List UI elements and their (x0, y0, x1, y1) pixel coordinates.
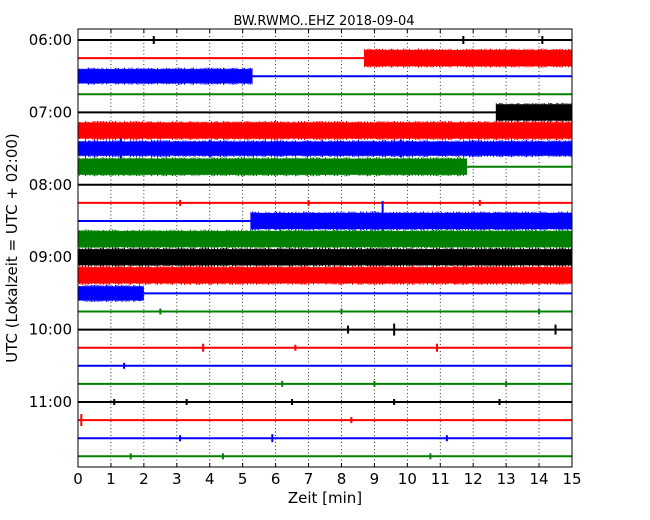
x-tick-label: 2 (139, 470, 149, 488)
trace (78, 380, 572, 387)
trace (78, 343, 572, 352)
seismic-traces (77, 36, 573, 460)
x-tick-label: 0 (73, 470, 83, 488)
x-tick-label: 12 (464, 470, 483, 488)
plot-frame (77, 28, 573, 468)
x-tick-label: 4 (205, 470, 215, 488)
trace (78, 323, 572, 336)
trace (78, 434, 572, 443)
chart-title: BW.RWMO..EHZ 2018-09-04 (233, 14, 414, 29)
trace (78, 102, 572, 122)
trace (78, 453, 572, 460)
x-tick-label: 6 (271, 470, 281, 488)
x-tick-label: 10 (398, 470, 417, 488)
x-axis: 0 1 2 3 4 5 6 7 8 9 10 11 12 13 14 15 (73, 29, 582, 488)
trace (77, 229, 572, 249)
y-axis: 06:00 07:00 08:00 09:00 10:00 11:00 (29, 31, 572, 411)
trace (77, 247, 572, 267)
trace-noise (495, 102, 572, 122)
trace (77, 138, 572, 159)
trace-noise (364, 48, 572, 68)
x-tick-label: 14 (530, 470, 549, 488)
trace-noise (250, 211, 573, 231)
x-tick-label: 9 (370, 470, 380, 488)
trace (77, 265, 572, 285)
y-tick-label: 10:00 (29, 321, 72, 339)
trace (78, 362, 572, 369)
x-tick-label: 13 (497, 470, 516, 488)
y-tick-label: 07:00 (29, 103, 72, 121)
y-tick-label: 11:00 (29, 393, 72, 411)
x-tick-label: 8 (337, 470, 347, 488)
trace (77, 157, 572, 177)
trace (78, 36, 572, 44)
y-axis-label: UTC (Lokalzeit = UTC + 02:00) (3, 133, 21, 363)
trace (77, 120, 572, 141)
trace (78, 414, 572, 427)
y-tick-label: 06:00 (29, 31, 72, 49)
trace (78, 48, 572, 68)
x-tick-label: 11 (431, 470, 450, 488)
trace (78, 399, 572, 405)
x-tick-label: 1 (106, 470, 116, 488)
trace (77, 67, 572, 85)
x-tick-label: 5 (238, 470, 248, 488)
x-tick-label: 7 (304, 470, 314, 488)
y-tick-label: 09:00 (29, 248, 72, 266)
trace (78, 308, 572, 315)
x-axis-label: Zeit [min] (288, 489, 362, 507)
trace (78, 201, 573, 241)
trace (78, 199, 572, 206)
x-tick-label: 3 (172, 470, 182, 488)
trace (77, 284, 572, 302)
y-tick-label: 08:00 (29, 176, 72, 194)
x-tick-label: 15 (562, 470, 581, 488)
